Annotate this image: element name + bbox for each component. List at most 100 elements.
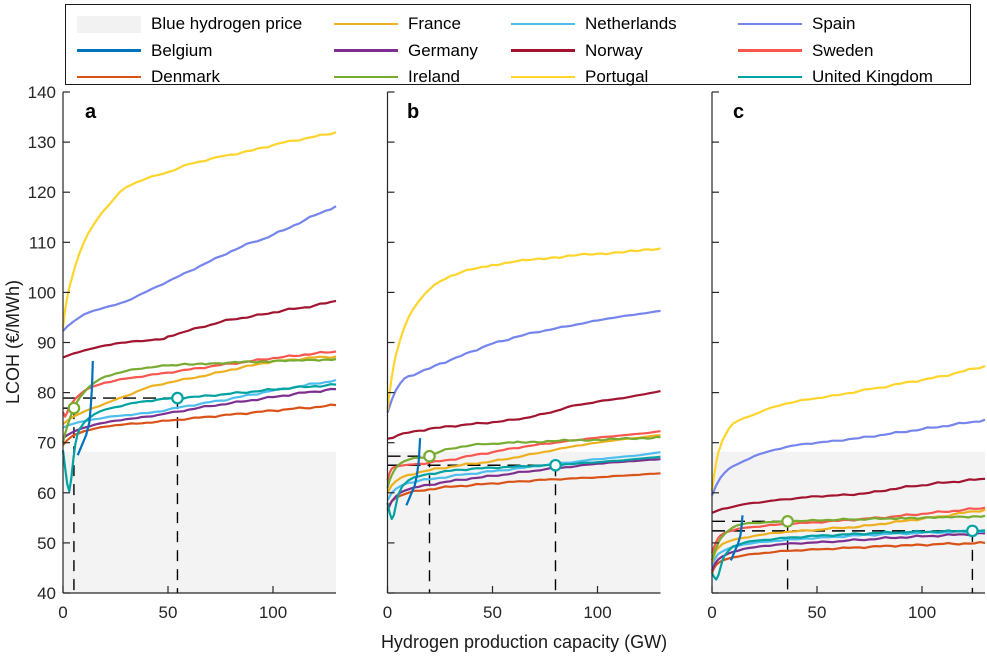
series-a-portugal bbox=[61, 131, 337, 328]
series-a-spain bbox=[62, 205, 337, 332]
series-c-belgium bbox=[729, 515, 744, 561]
legend-label: Norway bbox=[585, 40, 643, 60]
series-c-netherlands bbox=[710, 529, 986, 566]
legend-label: Denmark bbox=[151, 67, 220, 86]
panel-b: 0 50 100 bbox=[383, 91, 661, 622]
legend-label: Netherlands bbox=[585, 14, 677, 33]
marker-a-united-kingdom bbox=[171, 391, 184, 405]
y-tick-label: 80 bbox=[37, 384, 56, 403]
legend-line-swatch bbox=[511, 75, 575, 79]
legend-item-belgium: Belgium bbox=[77, 40, 212, 62]
series-c-ireland bbox=[710, 514, 986, 561]
series-b-sweden bbox=[386, 430, 661, 481]
y-tick-label: 60 bbox=[37, 484, 56, 503]
series-a-denmark bbox=[62, 403, 337, 446]
legend-item-spain: Spain bbox=[738, 13, 855, 35]
series-b-portugal bbox=[386, 247, 661, 411]
panel-letter-c: c bbox=[733, 101, 744, 123]
y-tick-label: 120 bbox=[28, 183, 56, 202]
x-tick-label: 100 bbox=[583, 603, 611, 622]
y-tick-label: 140 bbox=[28, 83, 56, 102]
x-tick-label: 0 bbox=[707, 603, 716, 622]
y-tick-label: 130 bbox=[28, 133, 56, 152]
legend-box: Blue hydrogen price France Netherlands Spai… bbox=[65, 4, 971, 88]
series-a-germany bbox=[62, 387, 337, 440]
legend-line-swatch bbox=[738, 22, 802, 26]
y-axis-title: LCOH (€/MWh) bbox=[3, 280, 23, 404]
x-tick-label: 0 bbox=[58, 603, 67, 622]
y-tick-label: 50 bbox=[37, 534, 56, 553]
series-a-ireland bbox=[61, 357, 337, 443]
legend-item-denmark: Denmark bbox=[77, 66, 220, 88]
legend-item-portugal: Portugal bbox=[511, 66, 648, 88]
panel-letter-a: a bbox=[85, 101, 97, 123]
legend-line-swatch bbox=[511, 22, 575, 26]
series-b-denmark bbox=[386, 472, 661, 509]
series-a-united-kingdom bbox=[61, 383, 337, 493]
x-tick-label: 0 bbox=[383, 603, 392, 622]
x-tick-label: 100 bbox=[908, 603, 936, 622]
legend-item-sweden: Sweden bbox=[738, 40, 873, 62]
series-b-norway bbox=[387, 390, 661, 440]
x-tick-label: 50 bbox=[159, 603, 178, 622]
x-tick-label: 50 bbox=[483, 603, 502, 622]
legend-label: Blue hydrogen price bbox=[151, 14, 303, 33]
series-c-portugal bbox=[710, 364, 986, 491]
legend-label: Portugal bbox=[585, 67, 649, 86]
y-tick-label: 100 bbox=[28, 283, 56, 302]
series-c-norway bbox=[711, 477, 986, 514]
legend-label: Sweden bbox=[812, 40, 874, 60]
legend-line-swatch bbox=[77, 49, 141, 52]
series-a-france bbox=[62, 355, 337, 426]
series-c-denmark bbox=[710, 541, 986, 574]
x-tick-label: 50 bbox=[808, 603, 827, 622]
legend-item-ireland: Ireland bbox=[334, 66, 460, 88]
y-tick-label: 110 bbox=[29, 233, 56, 252]
legend-line-swatch bbox=[77, 75, 141, 79]
panel-a: 40 50 60 70 80 90 100 110 120 130 140 0 50 100 bbox=[28, 83, 337, 622]
legend-label: Ireland bbox=[408, 67, 460, 86]
series-c-germany bbox=[710, 531, 986, 571]
legend-line-swatch bbox=[334, 75, 398, 79]
series-b-germany bbox=[386, 458, 661, 511]
series-a-belgium bbox=[76, 360, 94, 456]
y-tick-label: 40 bbox=[37, 584, 56, 603]
legend-item-germany: Germany bbox=[334, 40, 478, 62]
y-tick-label: 90 bbox=[37, 334, 56, 353]
x-axis-title: Hydrogen production capacity (GW) bbox=[381, 632, 667, 652]
series-b-spain bbox=[386, 309, 661, 413]
panel-c: 0 50 100 bbox=[707, 91, 986, 622]
series-b-netherlands bbox=[386, 451, 661, 501]
legend-line-swatch bbox=[738, 75, 802, 79]
legend-line-swatch bbox=[334, 22, 398, 26]
blue-hydrogen-price-band bbox=[63, 451, 336, 593]
marker-a-ireland bbox=[67, 401, 81, 415]
series-b-belgium bbox=[405, 438, 422, 506]
legend-item-france: France bbox=[334, 13, 461, 35]
legend-line-swatch bbox=[738, 49, 802, 52]
series-c-united-kingdom bbox=[711, 529, 986, 581]
series-c-spain bbox=[710, 418, 986, 496]
legend-item-netherlands: Netherlands bbox=[511, 13, 677, 35]
marker-c-united-kingdom bbox=[966, 524, 979, 538]
marker-b-ireland bbox=[423, 449, 436, 463]
legend-patch-swatch bbox=[77, 15, 141, 33]
marker-b-united-kingdom bbox=[549, 458, 562, 472]
legend-item-blue-hydrogen-price: Blue hydrogen price bbox=[77, 13, 302, 35]
legend-label: Belgium bbox=[151, 40, 213, 60]
series-b-france bbox=[386, 434, 661, 494]
series-b-united-kingdom bbox=[386, 455, 661, 520]
legend-item-united-kingdom: United Kingdom bbox=[738, 66, 933, 88]
legend-label: France bbox=[408, 14, 461, 33]
legend-label: Spain bbox=[812, 14, 856, 33]
panel-letter-b: b bbox=[407, 101, 419, 123]
legend-line-swatch bbox=[334, 49, 398, 52]
legend-line-swatch bbox=[511, 49, 575, 52]
series-a-sweden bbox=[62, 350, 337, 418]
x-tick-label: 100 bbox=[259, 603, 287, 622]
legend-label: United Kingdom bbox=[812, 67, 933, 86]
series-a-norway bbox=[62, 299, 337, 359]
